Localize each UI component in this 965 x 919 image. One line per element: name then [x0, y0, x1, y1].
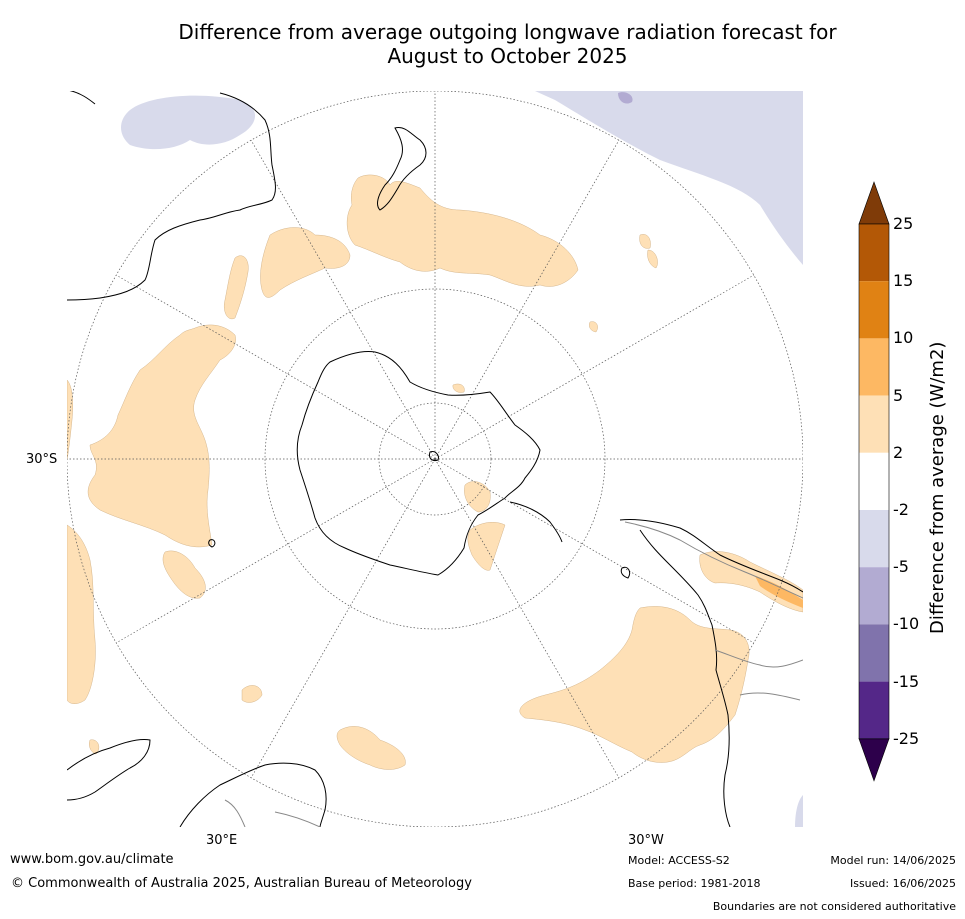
colorbar-bin [859, 224, 889, 282]
longitude-label-30w: 30°W [628, 833, 664, 848]
colorbar-bin [859, 681, 889, 739]
negative-anomaly-region [121, 95, 256, 150]
colorbar-tick-label: -5 [893, 557, 909, 577]
model-text: Model: ACCESS-S2 [628, 854, 730, 867]
colorbar-bin [859, 452, 889, 510]
positive-anomaly-region [346, 174, 579, 287]
positive-anomaly-region [224, 255, 249, 320]
negative-anomaly-region [535, 91, 803, 265]
longitude-label-30e: 30°E [206, 833, 238, 848]
colorbar-outline [858, 223, 890, 740]
colorbar-tick-label: -15 [893, 671, 920, 691]
positive-anomaly-region [639, 234, 651, 249]
positive-anomaly-region [452, 383, 465, 393]
colorbar-extend-top [858, 181, 890, 225]
title-line-2: August to October 2025 [387, 44, 628, 68]
title-line-1: Difference from average outgoing longwav… [178, 20, 837, 44]
colorbar [858, 181, 890, 782]
positive-anomaly-region [260, 227, 351, 298]
colorbar-tick-label: 15 [893, 271, 914, 291]
graticule [67, 91, 803, 827]
positive-anomaly-region [647, 249, 658, 269]
positive-anomaly-region [87, 324, 236, 548]
colorbar-tick-label: 25 [893, 214, 914, 233]
colorbar-bin [859, 567, 889, 625]
colorbar-bin [859, 624, 889, 682]
positive-anomaly-region [336, 726, 406, 770]
colorbar-tick-label: -10 [893, 614, 920, 634]
positive-anomaly-region [464, 481, 491, 513]
positive-anomaly-region [467, 522, 506, 571]
negative-anomaly-region [795, 795, 803, 827]
negative-anomaly-region [618, 92, 633, 104]
copyright-text: © Commonwealth of Australia 2025, Austra… [11, 876, 472, 891]
colorbar-tick-label: 10 [893, 328, 914, 348]
colorbar-tick-label: -25 [893, 728, 920, 748]
positive-anomaly-region [589, 321, 598, 333]
base-period-text: Base period: 1981-2018 [628, 877, 761, 890]
map-title: Difference from average outgoing longwav… [0, 20, 965, 68]
colorbar-tick-label: 5 [893, 385, 904, 405]
colorbar-bin [859, 281, 889, 339]
positive-anomaly-region [67, 524, 96, 704]
positive-anomaly-region [67, 379, 73, 461]
latitude-label-30s: 30°S [26, 452, 58, 467]
colorbar-tick-label: 2 [893, 442, 904, 462]
positive-anomaly-region [699, 551, 803, 613]
coastlines [67, 91, 803, 827]
disclaimer-text: Boundaries are not considered authoritat… [712, 900, 956, 913]
colorbar-bin [859, 395, 889, 453]
issued-text: Issued: 16/06/2025 [849, 877, 956, 890]
positive-anomaly-region [241, 685, 263, 703]
colorbar-bin [859, 338, 889, 396]
positive-anomaly-region [755, 576, 803, 608]
model-run-text: Model run: 14/06/2025 [830, 854, 956, 867]
colorbar-tick-label: -2 [893, 500, 909, 519]
website-text: www.bom.gov.au/climate [10, 852, 174, 867]
colorbar-extend-bottom [858, 738, 890, 782]
boundaries [224, 521, 803, 827]
positive-anomaly-region [162, 550, 206, 599]
colorbar-label: Difference from average (W/m2) [927, 341, 948, 634]
colorbar-bin [859, 510, 889, 568]
positive-anomaly-region [89, 739, 100, 755]
